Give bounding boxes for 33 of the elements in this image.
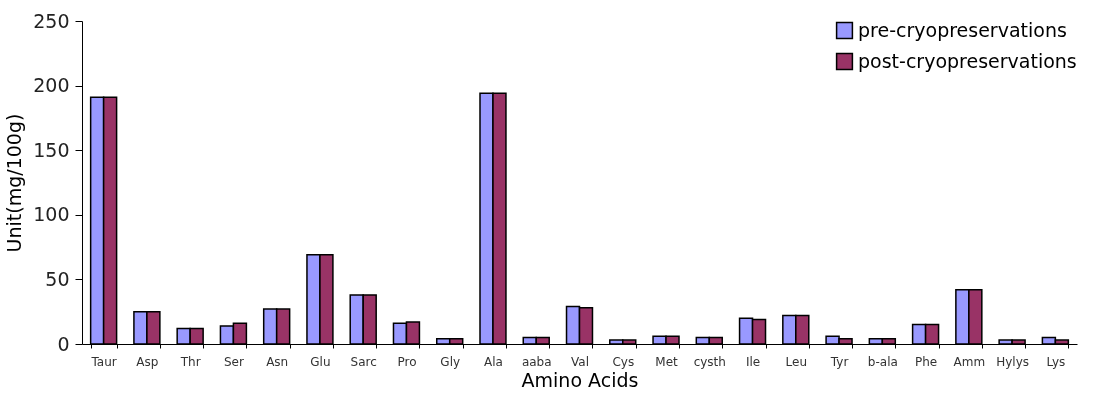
x-tick-label: Taur [90, 354, 117, 369]
y-tick-label: 0 [57, 332, 70, 355]
x-tick-label: Sarc [350, 354, 377, 369]
x-tick-label: aaba [521, 354, 552, 369]
x-tick-label: b-ala [867, 354, 898, 369]
y-tick-label: 50 [45, 267, 70, 290]
x-tick-label: cysth [693, 354, 726, 369]
x-tick-label: Glu [310, 354, 331, 369]
x-tick-label: Asn [266, 354, 289, 369]
x-tick-label: Gly [440, 354, 461, 369]
x-tick-label: Ser [223, 354, 244, 369]
x-tick-label: Amm [953, 354, 986, 369]
y-tick-label: 150 [33, 138, 70, 161]
x-tick-label: Cys [612, 354, 635, 369]
y-tick-label: 200 [33, 74, 70, 97]
x-tick-label: Asp [136, 354, 159, 369]
x-tick-label: Hylys [996, 354, 1030, 369]
x-tick-label: Ala [484, 354, 503, 369]
y-axis-title: Unit(mg/100g) [3, 113, 26, 253]
legend-label: post-cryopreservations [858, 49, 1077, 72]
y-tick-label: 250 [33, 9, 70, 32]
y-tick-label: 100 [33, 203, 70, 226]
x-tick-label: Tyr [829, 354, 849, 369]
x-axis-title: Amino Acids [521, 368, 639, 391]
x-tick-label: Pro [397, 354, 417, 369]
x-tick-label: Thr [179, 354, 201, 369]
legend-label: pre-cryopreservations [858, 18, 1067, 41]
x-tick-label: Met [655, 354, 679, 369]
x-tick-label: Ile [745, 354, 761, 369]
x-tick-label: Lys [1046, 354, 1066, 369]
x-tick-label: Leu [785, 354, 808, 369]
x-tick-label: Phe [914, 354, 938, 369]
x-tick-label: Val [571, 354, 589, 369]
